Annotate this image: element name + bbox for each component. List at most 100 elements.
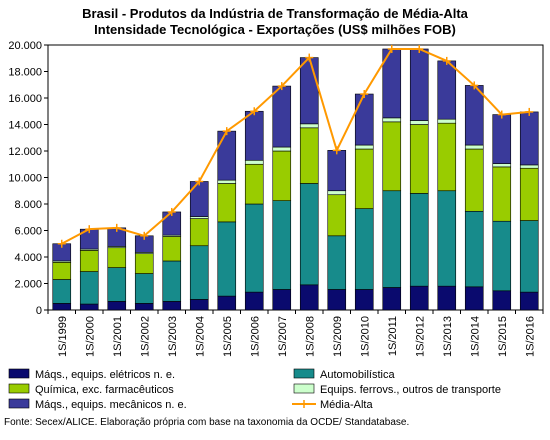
legend-label: Média-Alta (320, 399, 373, 411)
bar-segment-5 (244, 110, 264, 161)
bar-segment-2 (382, 190, 402, 288)
legend-swatch (8, 383, 30, 394)
bar-segment-3 (189, 218, 209, 247)
bar-segment-1 (492, 290, 512, 311)
bar-segment-3 (162, 236, 182, 262)
bar-segment-2 (244, 203, 264, 293)
bar-segment-5 (519, 111, 539, 166)
bar-segment-1 (354, 289, 374, 311)
x-tick-label: 1S/2003 (167, 316, 179, 357)
y-tick-label: 10.000 (8, 173, 42, 185)
bar-segment-1 (134, 303, 154, 311)
x-tick-label: 1S/2005 (222, 316, 234, 357)
bar-segment-1 (519, 291, 539, 311)
bar-segment-5 (217, 130, 237, 181)
bar-segment-3 (382, 121, 402, 192)
bar-segment-5 (492, 114, 512, 164)
chart-title-line1: Brasil - Produtos da Indústria de Transf… (82, 6, 468, 21)
bar-segment-5 (409, 48, 429, 121)
bar-segment-2 (437, 190, 457, 287)
x-tick-label: 1S/2009 (332, 316, 344, 357)
bar-segment-1 (382, 287, 402, 311)
bar-segment-4 (217, 179, 237, 184)
legend-swatch (8, 368, 30, 379)
bar-segment-2 (464, 210, 484, 288)
bar-segment-3 (272, 150, 292, 201)
bar-segment-1 (244, 291, 264, 311)
x-tick-label: 1S/2004 (194, 316, 206, 357)
x-tick-label: 1S/2002 (139, 316, 151, 357)
legend-label: Máqs., equips. elétricos n. e. (35, 369, 175, 381)
y-tick-label: 4.000 (14, 252, 42, 264)
bar-segment-2 (272, 200, 292, 290)
bar-segment-4 (272, 146, 292, 152)
bar-segment-5 (464, 85, 484, 146)
bar-segment-4 (244, 159, 264, 165)
legend-label: Equips. ferrovs., outros de transporte (320, 384, 501, 396)
bar-segment-5 (354, 93, 374, 146)
source-note: Fonte: Secex/ALICE. Elaboração própria c… (4, 417, 410, 428)
x-tick-label: 1S/2007 (277, 316, 289, 357)
bar-segment-3 (327, 194, 347, 237)
y-tick-label: 8.000 (14, 199, 42, 211)
x-tick-label: 1S/2006 (249, 316, 261, 357)
bar-segment-1 (107, 301, 127, 311)
bar-segment-4 (327, 190, 347, 196)
bar-segment-3 (134, 253, 154, 274)
bar-segment-1 (299, 284, 319, 311)
line-media-alta (61, 47, 530, 245)
bar-segment-5 (327, 150, 347, 192)
x-tick-label: 1S/2008 (304, 316, 316, 357)
chart-title: Brasil - Produtos da Indústria de Transf… (0, 6, 550, 38)
y-tick-label: 16.000 (8, 93, 42, 105)
bar-segment-3 (244, 163, 264, 205)
bar-segment-1 (52, 303, 72, 311)
chart-title-line2: Intensidade Tecnológica - Exportações (U… (94, 22, 456, 37)
bar-segment-3 (519, 167, 539, 221)
bar-segment-1 (189, 299, 209, 311)
bar-segment-3 (299, 127, 319, 184)
legend-swatch (293, 368, 315, 379)
x-tick-label: 1S/2001 (112, 316, 124, 357)
x-tick-label: 1S/2000 (84, 316, 96, 357)
x-tick-label: 1S/2016 (524, 316, 536, 357)
bar-segment-2 (52, 279, 72, 304)
y-tick-label: 14.000 (8, 120, 42, 132)
legend-label: Química, exc. farmacêuticos (35, 384, 174, 396)
bar-segment-2 (162, 260, 182, 302)
x-tick-label: 1S/2014 (469, 316, 481, 357)
bar-segment-2 (79, 271, 99, 305)
bar-segment-5 (189, 181, 209, 217)
bar-segment-3 (464, 148, 484, 212)
bar-segment-3 (79, 250, 99, 272)
y-tick-label: 6.000 (14, 226, 42, 238)
y-tick-label: 0 (36, 305, 42, 317)
bar-segment-4 (437, 118, 457, 124)
bar-segment-1 (327, 289, 347, 311)
legend-swatch (293, 383, 315, 394)
legend: Máqs., equips. elétricos n. e. Automobilí… (8, 368, 501, 411)
bar-segment-1 (79, 303, 99, 311)
bar-segment-2 (519, 220, 539, 293)
bar-segment-2 (134, 273, 154, 304)
x-tick-label: 1S/1999 (57, 316, 69, 357)
y-tick-label: 18.000 (8, 67, 42, 79)
bar-segment-3 (437, 122, 457, 192)
x-tick-label: 1S/2015 (497, 316, 509, 357)
y-tick-label: 12.000 (8, 146, 42, 158)
bar-segment-3 (52, 261, 72, 280)
bar-segment-3 (354, 148, 374, 209)
bar-segment-2 (217, 221, 237, 297)
bar-segment-4 (382, 117, 402, 123)
bar-segment-2 (327, 235, 347, 290)
legend-label: Máqs., equips. mecânicos n. e. (35, 399, 187, 411)
bar-segment-2 (492, 220, 512, 292)
bar-segment-4 (354, 144, 374, 150)
bar-segment-5 (299, 57, 319, 125)
bar-segment-2 (189, 245, 209, 300)
bar-segment-4 (464, 144, 484, 150)
bar-segment-5 (272, 85, 292, 148)
x-tick-label: 1S/2010 (359, 316, 371, 357)
bar-segment-1 (409, 285, 429, 311)
